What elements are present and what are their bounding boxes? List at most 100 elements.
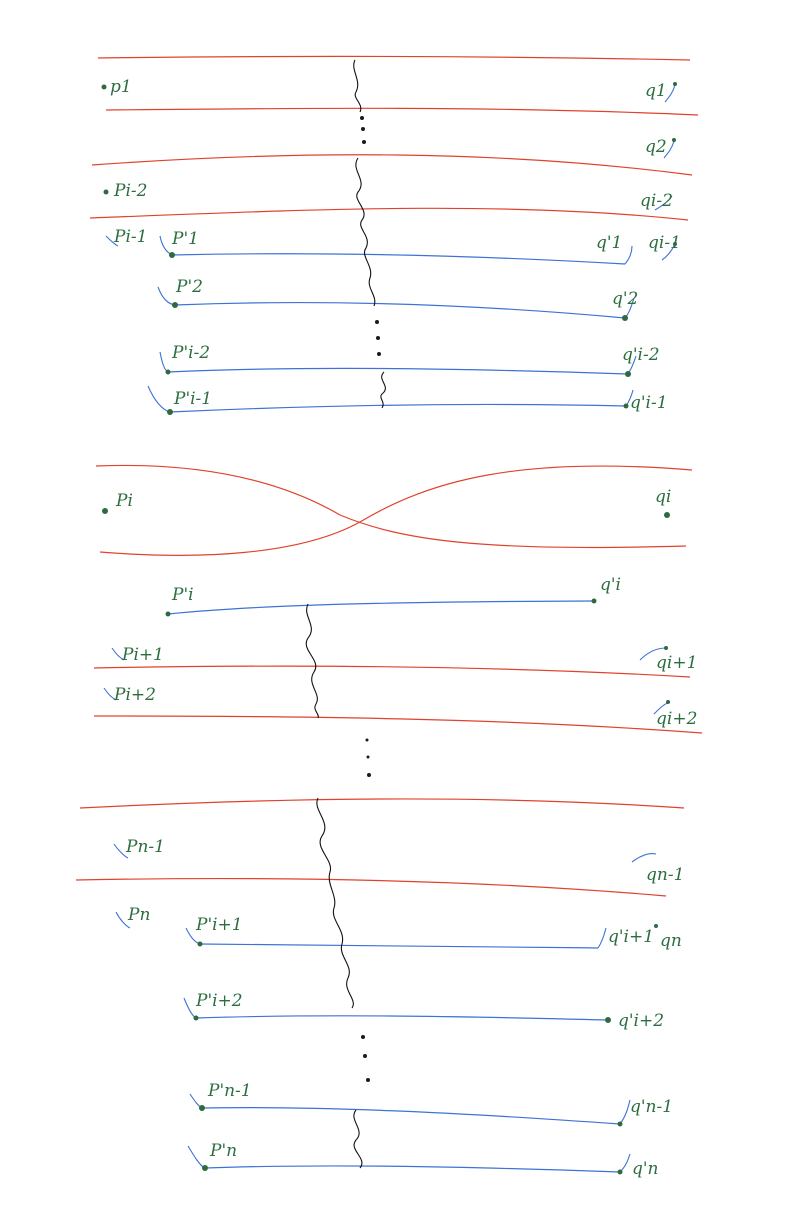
red-path-i-descending xyxy=(95,464,687,549)
endpoint-dot xyxy=(622,315,628,321)
ellipsis-dot xyxy=(361,127,365,131)
cut-bottom-1 xyxy=(316,797,354,1009)
ellipsis-dot xyxy=(362,140,366,144)
ellipsis-dot xyxy=(375,320,379,324)
endpoint-dot xyxy=(167,409,173,415)
endpoint-dot xyxy=(202,1165,208,1171)
endpoint-dot xyxy=(623,403,629,409)
hook-pi2-lower xyxy=(103,687,117,701)
label-qi2: qi-2 xyxy=(640,191,673,211)
endpoint-dot xyxy=(664,512,670,518)
label-qn1: qn-1 xyxy=(646,865,684,885)
hook-pip2prime xyxy=(183,997,197,1019)
blue-path-p1prime xyxy=(171,253,626,265)
hook-qip1prime xyxy=(597,927,607,949)
label-p1prime: P'1 xyxy=(171,229,199,249)
ellipsis-dot xyxy=(376,336,380,340)
label-pi2: Pi-2 xyxy=(113,181,147,201)
hook-q2 xyxy=(663,140,675,159)
endpoint-dot xyxy=(673,82,677,86)
endpoint-dot xyxy=(101,84,107,90)
label-qi2prime: q'i-2 xyxy=(622,345,660,365)
label-qnprime: q'n xyxy=(632,1159,659,1179)
label-qiprime: q'i xyxy=(600,575,621,595)
ellipsis-dot xyxy=(365,738,369,742)
label-pn1: Pn-1 xyxy=(125,837,165,857)
label-q1: q1 xyxy=(645,81,667,101)
endpoint-dot xyxy=(625,371,631,377)
label-qn: qn xyxy=(660,931,682,951)
red-path-2-bottom xyxy=(89,207,689,221)
hook-pi1 xyxy=(105,235,119,247)
blue-path-pnprime xyxy=(204,1165,621,1173)
ellipsis-dot xyxy=(363,1054,367,1058)
ellipsis-dot xyxy=(367,773,371,777)
hook-pi1prime xyxy=(147,385,171,413)
label-pip2prime: P'i+2 xyxy=(195,991,243,1011)
endpoint-dot xyxy=(617,1121,623,1127)
red-path-1-bottom xyxy=(105,107,699,116)
label-pn: Pn xyxy=(127,905,150,925)
label-pi: Pi xyxy=(115,491,133,511)
blue-path-pi1prime xyxy=(169,403,627,413)
label-pi1: Pi-1 xyxy=(113,227,147,247)
hook-q1 xyxy=(664,84,676,103)
hook-pi2prime xyxy=(159,351,169,373)
label-pi1prime: P'i-1 xyxy=(173,389,212,409)
blue-path-pi2prime xyxy=(167,367,629,375)
blue-path-pip1prime xyxy=(199,943,599,949)
red-path-n1 xyxy=(79,798,685,809)
label-pip1prime: P'i+1 xyxy=(195,915,243,935)
blue-path-pip2prime xyxy=(195,1015,609,1021)
label-qi1: qi-1 xyxy=(648,233,681,253)
label-p2prime: P'2 xyxy=(175,277,203,297)
endpoint-dot xyxy=(103,189,109,195)
label-pip2: Pi+2 xyxy=(113,685,156,705)
endpoint-dot xyxy=(193,1015,199,1021)
hook-qi1-lower xyxy=(639,647,667,661)
endpoint-dot xyxy=(165,611,171,617)
label-qip2prime: q'i+2 xyxy=(618,1011,664,1031)
endpoint-dot xyxy=(666,700,670,704)
ellipsis-dot xyxy=(360,116,364,120)
red-path-n xyxy=(75,877,667,897)
blue-path-pn1prime xyxy=(201,1107,621,1125)
red-path-2-top xyxy=(91,154,693,176)
cut-middle xyxy=(305,603,319,719)
ellipsis-dot xyxy=(366,1078,370,1082)
blue-path-p2prime xyxy=(174,301,626,319)
label-pip1: Pi+1 xyxy=(121,645,164,665)
label-piprime: P'i xyxy=(171,585,194,605)
label-p1: p1 xyxy=(110,77,132,97)
endpoint-dot xyxy=(654,924,658,928)
label-pnprime: P'n xyxy=(209,1141,237,1161)
hook-pn xyxy=(115,911,131,929)
label-q1prime: q'1 xyxy=(596,233,622,253)
cut-top-2 xyxy=(355,157,376,307)
ellipsis-dot xyxy=(366,755,370,759)
endpoint-dot xyxy=(672,138,676,142)
hook-p1prime xyxy=(159,235,173,256)
label-qip2: qi+2 xyxy=(656,709,697,729)
endpoint-dot xyxy=(102,508,108,514)
hook-p2prime xyxy=(157,286,176,306)
label-q2prime: q'2 xyxy=(612,289,638,309)
endpoint-dot xyxy=(617,1169,623,1175)
hook-pnprime xyxy=(187,1145,206,1169)
endpoint-dot xyxy=(591,598,597,604)
label-q2: q2 xyxy=(645,137,667,157)
red-path-i1 xyxy=(93,665,691,678)
blue-path-piprime xyxy=(167,600,595,615)
hook-q1prime xyxy=(624,245,633,265)
hook-qi2 xyxy=(654,195,673,211)
hook-pn1 xyxy=(113,843,129,859)
label-pn1prime: P'n-1 xyxy=(207,1081,252,1101)
label-qi1prime: q'i-1 xyxy=(630,393,668,413)
cut-top-1 xyxy=(353,59,362,113)
endpoint-dot xyxy=(199,1105,205,1111)
ellipsis-dot xyxy=(377,352,381,356)
endpoint-dot xyxy=(165,369,171,375)
cut-top-3 xyxy=(380,371,386,409)
endpoint-dot xyxy=(673,242,677,246)
